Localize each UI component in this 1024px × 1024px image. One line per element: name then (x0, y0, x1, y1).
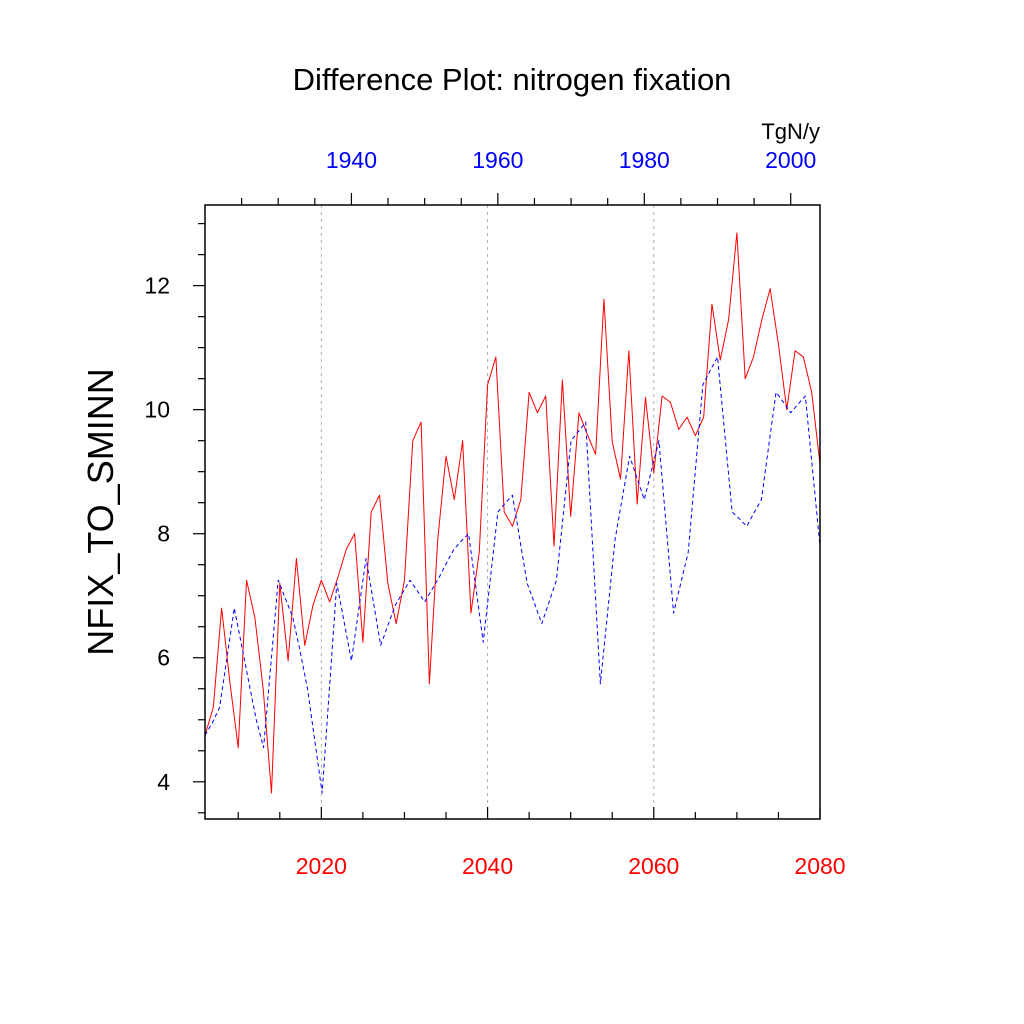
top-tick-label-1940: 1940 (326, 147, 377, 173)
series-line-bottom-axis (204, 232, 821, 794)
y-tick-label-8: 8 (157, 521, 170, 547)
top-tick-label-1960: 1960 (472, 147, 523, 173)
bottom-tick-label-2020: 2020 (296, 853, 347, 879)
chart-title: Difference Plot: nitrogen fixation (293, 62, 732, 97)
y-tick-label-4: 4 (157, 769, 170, 795)
top-tick-label-1980: 1980 (619, 147, 670, 173)
bottom-tick-label-2080: 2080 (794, 853, 845, 879)
bottom-tick-label-2060: 2060 (628, 853, 679, 879)
units-label: TgN/y (761, 119, 820, 144)
top-tick-label-2000: 2000 (765, 147, 816, 173)
data-series (204, 232, 821, 794)
grid-lines (320, 205, 655, 819)
series-line-top-axis (204, 356, 821, 794)
y-tick-label-12: 12 (144, 273, 170, 299)
y-axis-label: NFIX_TO_SMINN (80, 368, 121, 655)
y-tick-label-6: 6 (157, 645, 170, 671)
axes: 4 6 8 10 12 2020 2040 2060 2080 1940 1960 1980 2000 (144, 147, 845, 879)
plot-frame (204, 204, 821, 820)
bottom-tick-label-2040: 2040 (462, 853, 513, 879)
y-tick-label-10: 10 (144, 397, 170, 423)
